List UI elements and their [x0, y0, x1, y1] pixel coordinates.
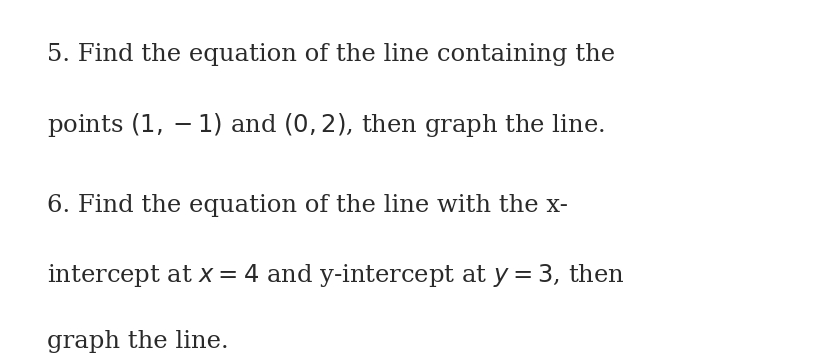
Text: 6. Find the equation of the line with the x-: 6. Find the equation of the line with th… — [47, 194, 567, 217]
Text: intercept at $x=4$ and y-intercept at $y=3$, then: intercept at $x=4$ and y-intercept at $y… — [47, 262, 624, 289]
Text: 5. Find the equation of the line containing the: 5. Find the equation of the line contain… — [47, 43, 614, 66]
Text: graph the line.: graph the line. — [47, 330, 228, 353]
Text: points $\left(1,-1\right)$ and $\left(0,2\right)$, then graph the line.: points $\left(1,-1\right)$ and $\left(0,… — [47, 111, 605, 139]
